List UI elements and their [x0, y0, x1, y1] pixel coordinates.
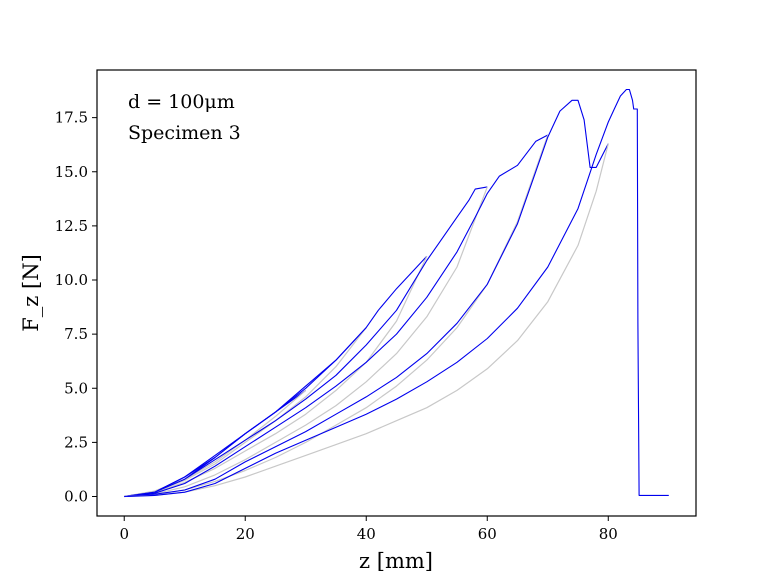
- series-line-6-unloading: [124, 255, 428, 498]
- y-axis-ticks: 0.0 2.5 5.0 7.5 10.0 12.5 15.0 17.5: [55, 109, 97, 506]
- plot-frame: [96, 69, 697, 517]
- annotation-specimen: Specimen 3: [128, 122, 241, 144]
- x-axis-label: z [mm]: [359, 549, 433, 573]
- y-tick-label: 17.5: [55, 109, 88, 127]
- x-tick-label: 20: [236, 525, 255, 543]
- series-line-8-unloading: [124, 186, 488, 498]
- y-tick-label: 15.0: [55, 163, 88, 181]
- x-tick-label: 40: [357, 525, 376, 543]
- x-tick-label: 0: [119, 525, 129, 543]
- series-layer: [124, 88, 669, 498]
- y-axis-label: F_z [N]: [19, 254, 43, 332]
- x-tick-label: 60: [478, 525, 497, 543]
- series-line-2-unloading: [124, 389, 307, 498]
- series-line-5-loading: [124, 255, 428, 498]
- x-tick-label: 80: [599, 525, 618, 543]
- x-axis-ticks: 0 20 40 60 80: [119, 516, 618, 543]
- annotation-diameter: d = 100μm: [128, 91, 235, 113]
- series-line-10-unloading: [124, 134, 549, 498]
- series-line-13-loading: [124, 88, 669, 498]
- y-tick-label: 5.0: [64, 379, 88, 397]
- y-tick-label: 2.5: [64, 433, 88, 451]
- series-line-7-loading: [124, 186, 488, 498]
- series-line-11-loading: [124, 99, 609, 498]
- y-tick-label: 0.0: [64, 488, 88, 506]
- y-tick-label: 7.5: [64, 325, 88, 343]
- y-tick-label: 10.0: [55, 271, 88, 289]
- series-line-12-unloading: [124, 143, 609, 498]
- series-line-9-loading: [124, 134, 549, 498]
- y-tick-label: 12.5: [55, 217, 88, 235]
